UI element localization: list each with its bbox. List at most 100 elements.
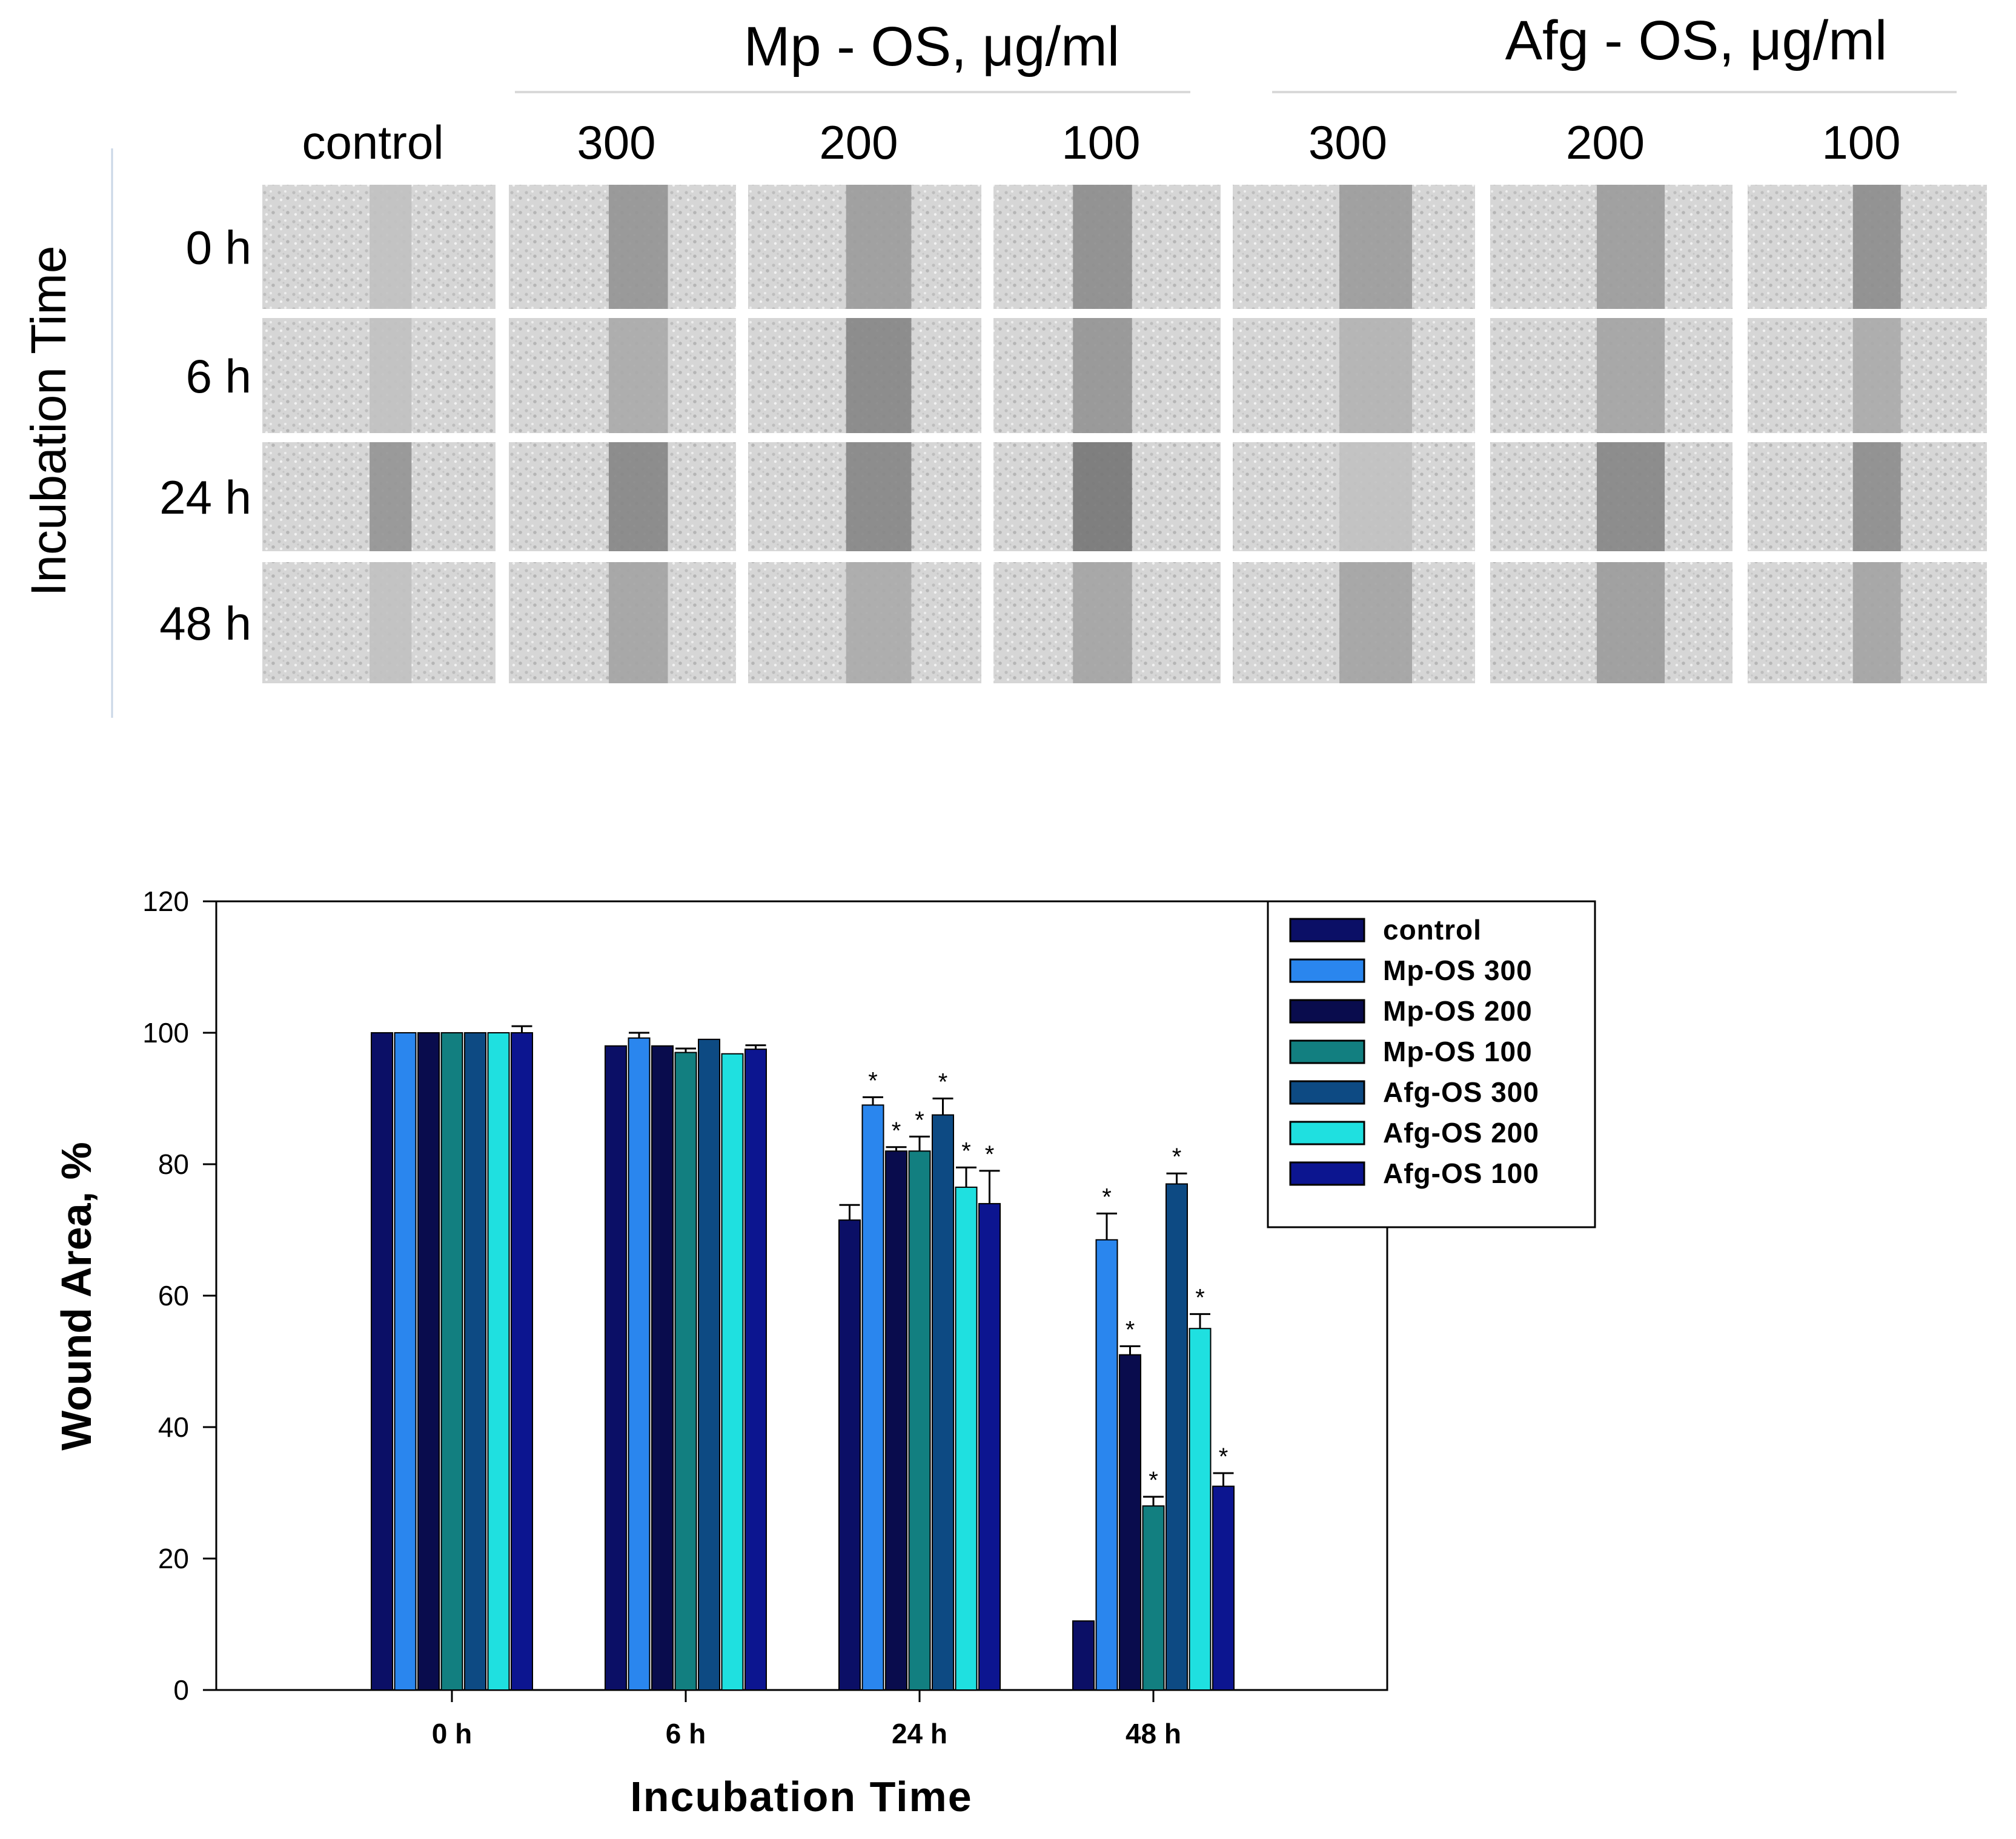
x-tick-label: 24 h [892, 1718, 947, 1749]
bar-series: * * * * * * * * * * * * [371, 1025, 1235, 1691]
micrograph-tile [1233, 318, 1475, 433]
micrograph-tile [1748, 562, 1987, 683]
bar [744, 1049, 767, 1691]
micrograph-tile [748, 562, 981, 683]
legend-swatch [1289, 1161, 1365, 1186]
significance-marker: * [915, 1107, 924, 1133]
micrograph-tile [509, 185, 736, 309]
bar [861, 1104, 884, 1691]
micrograph-tile [993, 185, 1221, 309]
legend-swatch [1289, 1080, 1365, 1105]
error-bar [1119, 1345, 1141, 1355]
row-labels: 0 h 6 h 24 h 48 h [159, 221, 251, 651]
bar [1072, 1620, 1095, 1691]
bar [1119, 1354, 1141, 1691]
bar [605, 1045, 627, 1691]
x-tick-label: 6 h [666, 1718, 706, 1749]
micrograph-tile [262, 562, 496, 683]
significance-marker: * [868, 1067, 878, 1094]
bar [487, 1032, 510, 1691]
bar [932, 1114, 954, 1691]
x-axis-title: Incubation Time [630, 1773, 972, 1820]
bar [371, 1032, 393, 1691]
column-label: 300 [1308, 116, 1387, 169]
legend-label: Mp-OS 200 [1383, 995, 1533, 1027]
bar [838, 1219, 861, 1691]
column-label: control [302, 116, 443, 169]
bar [440, 1032, 463, 1691]
x-tick-label: 48 h [1126, 1718, 1181, 1749]
bar [721, 1053, 744, 1691]
legend-swatch [1289, 958, 1365, 983]
error-bar [909, 1135, 930, 1151]
afg-group-label: Afg - OS, μg/ml [1505, 10, 1888, 71]
y-axis-ticks: 0 20 40 60 80 100 120 [142, 886, 216, 1706]
micrograph-tile [748, 318, 981, 433]
significance-marker: * [961, 1138, 971, 1164]
y-tick-label: 100 [142, 1017, 189, 1049]
error-bar [886, 1146, 907, 1151]
x-tick-label: 0 h [432, 1718, 472, 1749]
error-bar [1213, 1472, 1234, 1486]
significance-marker: * [938, 1069, 948, 1096]
error-bar [675, 1047, 696, 1053]
row-label: 0 h [186, 221, 251, 274]
micrograph-tile [509, 318, 736, 433]
legend-label: Mp-OS 100 [1383, 1036, 1533, 1067]
row-label: 6 h [186, 350, 251, 403]
significance-marker: * [1149, 1467, 1158, 1494]
column-label: 100 [1822, 116, 1900, 169]
side-axis-label: Incubation Time [21, 246, 76, 597]
bar [674, 1052, 697, 1691]
row-label: 24 h [159, 471, 251, 524]
y-tick-label: 120 [142, 886, 189, 917]
error-bar [1143, 1496, 1164, 1506]
micrograph-tile [1490, 562, 1732, 683]
bar [417, 1032, 440, 1691]
column-label: 100 [1061, 116, 1140, 169]
mp-group-label: Mp - OS, μg/ml [744, 16, 1119, 78]
error-bar [1190, 1313, 1210, 1329]
bar [651, 1045, 674, 1691]
y-tick-label: 40 [158, 1411, 189, 1443]
column-label: 300 [577, 116, 655, 169]
significance-marker: * [1172, 1144, 1182, 1170]
bar-chart: 0 20 40 60 80 100 120 0 h 6 h 24 h 48 h * * * * * * * * *… [53, 886, 1596, 1820]
legend-swatch [1289, 999, 1365, 1024]
legend-label: control [1383, 914, 1482, 946]
significance-marker: * [892, 1118, 901, 1144]
legend: control Mp-OS 300 Mp-OS 200 Mp-OS 100 Afg-OS… [1267, 900, 1596, 1228]
micrograph-tiles [262, 185, 1987, 683]
y-tick-label: 80 [158, 1148, 189, 1180]
error-bar [956, 1166, 976, 1187]
legend-swatch [1289, 1039, 1365, 1064]
bar [1189, 1328, 1212, 1691]
bar [1166, 1183, 1188, 1691]
error-bar [511, 1025, 532, 1033]
bar [978, 1203, 1001, 1691]
micrograph-tile [1490, 185, 1732, 309]
micrograph-tile [509, 442, 736, 551]
micrograph-tile [1233, 185, 1475, 309]
y-tick-label: 60 [158, 1280, 189, 1311]
bar [1142, 1505, 1165, 1691]
error-bar [863, 1096, 883, 1105]
micrograph-tile [993, 562, 1221, 683]
error-bar [1096, 1212, 1117, 1240]
legend-swatch [1289, 918, 1365, 943]
legend-label: Afg-OS 300 [1383, 1076, 1539, 1108]
y-tick-label: 20 [158, 1543, 189, 1574]
bar [908, 1150, 931, 1691]
significance-marker: * [1126, 1317, 1135, 1344]
micrograph-tile [748, 185, 981, 309]
micrograph-tile [509, 562, 736, 683]
micrograph-tile [1748, 318, 1987, 433]
legend-label: Afg-OS 100 [1383, 1158, 1539, 1189]
micrograph-tile [993, 318, 1221, 433]
significance-marker: * [1102, 1184, 1112, 1210]
column-labels: control 300 200 100 300 200 100 [302, 116, 1900, 169]
y-tick-label: 0 [173, 1674, 189, 1706]
row-label: 48 h [159, 597, 251, 650]
micrograph-tile [262, 442, 496, 551]
